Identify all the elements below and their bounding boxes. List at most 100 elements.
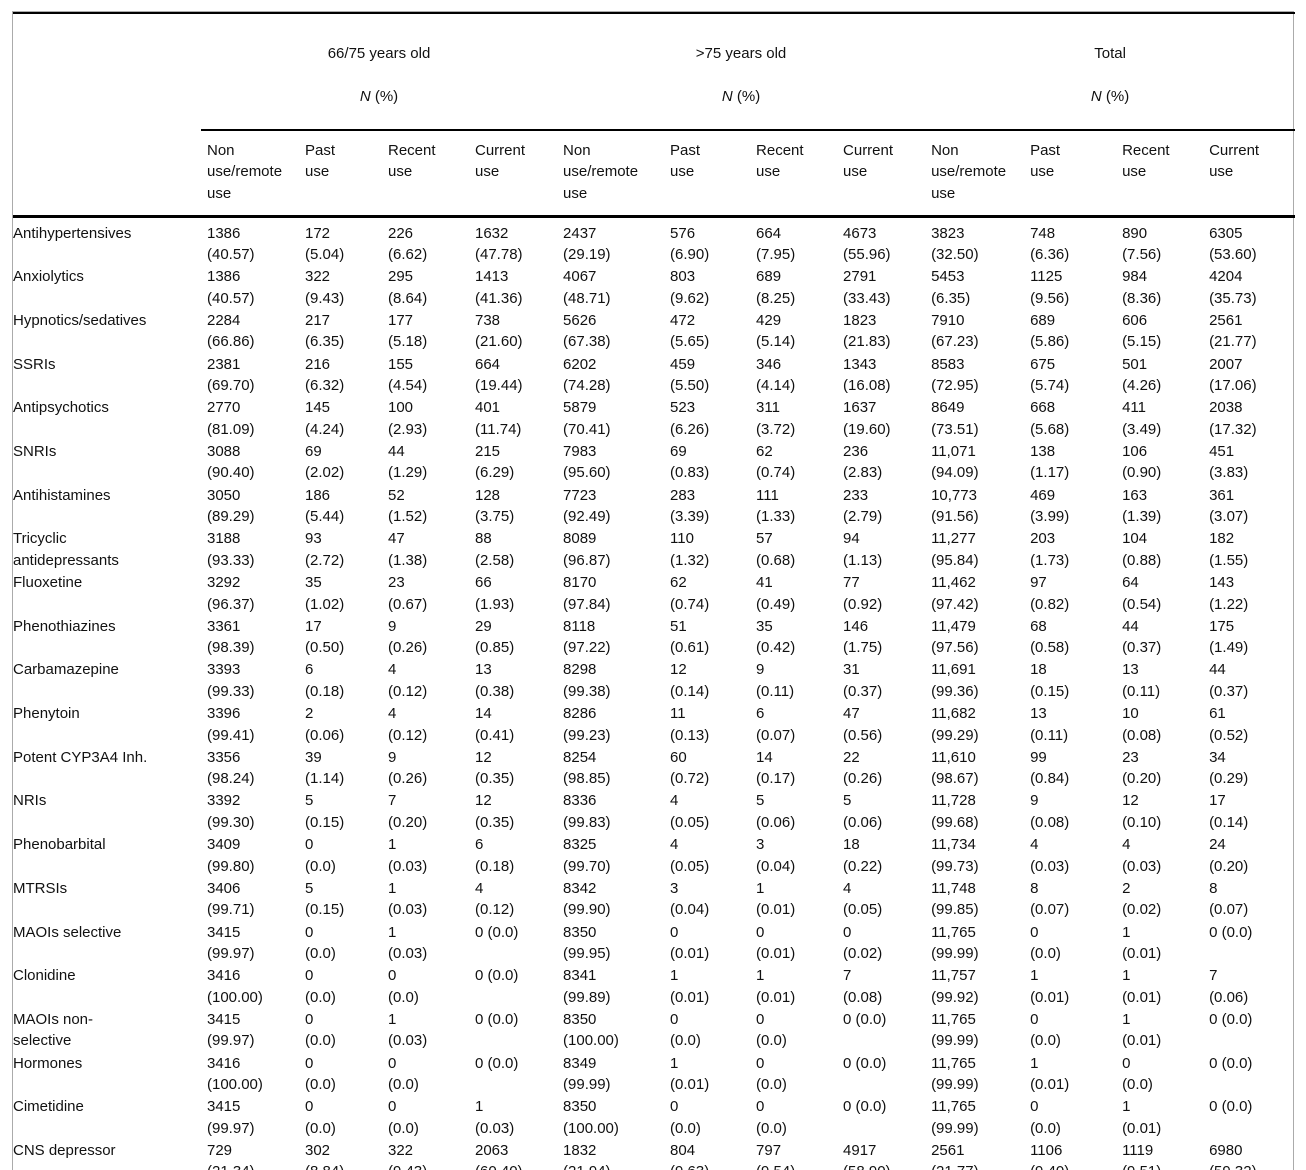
table-cell: 322 (9.43): [305, 268, 345, 307]
table-cell: 47 (1.38): [388, 530, 428, 569]
column-header-row: Non use/remote use Past use Recent use C…: [13, 129, 1296, 218]
table-cell: 99 (0.84): [1030, 748, 1070, 788]
table-cell: 2 (0.06): [305, 705, 345, 744]
table-cell: 0 (0.02): [843, 923, 883, 963]
table-cell: 11,691 (99.36): [931, 661, 979, 700]
column-header-recent: Recent use: [750, 129, 838, 218]
table-cell: 0 (0.0): [1030, 923, 1061, 963]
table-cell: 11,277 (95.84): [931, 530, 979, 569]
table-cell: 11,462 (97.42): [931, 574, 979, 613]
table-cell: 17 (0.14): [1209, 792, 1249, 831]
table-cell: 1637 (19.60): [843, 399, 891, 438]
row-label: Antihistamines: [13, 486, 111, 504]
drug-use-table-frame: 66/75 years old N (%) >75 years old N (%…: [12, 11, 1296, 1170]
column-header-nonuse: Non use/remote use: [925, 129, 1025, 218]
table-row: Antihypertensives 1386 (40.57) 172 (5.04) 2…: [13, 216, 1295, 266]
table-cell: 890 (7.56): [1122, 224, 1162, 264]
table-cell: 57 (0.68): [756, 530, 796, 569]
table-cell: 346 (4.14): [756, 355, 796, 395]
table-cell: 7 (0.08): [843, 967, 883, 1006]
row-label: SNRIs: [13, 442, 57, 460]
table-cell: 4 (0.03): [1030, 836, 1070, 875]
table-cell: 13 (0.11): [1122, 661, 1161, 700]
table-cell: 6 (0.18): [305, 661, 345, 700]
table-cell: 0 (0.0): [670, 1098, 701, 1137]
table-cell: 0 (0.0): [1122, 1054, 1153, 1094]
table-row: Phenobarbital 3409 (99.80) 0 (0.0) 1 (0.03)…: [13, 834, 1295, 878]
table-cell: 0 (0.0): [756, 1010, 787, 1050]
table-cell: 10 (0.08): [1122, 705, 1162, 744]
table-cell: 216 (6.32): [305, 355, 345, 395]
table-row: Tricyclic antidepressants 3188 (93.33) 93 …: [13, 528, 1295, 572]
row-label: Phenobarbital: [13, 836, 106, 854]
table-cell: 7 (0.06): [1209, 967, 1249, 1006]
table-cell: 110 (1.32): [670, 530, 710, 569]
table-cell: 14 (0.17): [756, 748, 796, 788]
table-cell: 11,479 (97.56): [931, 617, 979, 657]
row-label: MAOIs non- selective: [13, 1010, 94, 1050]
table-cell: 8286 (99.23): [563, 705, 611, 744]
table-cell: 664 (7.95): [756, 224, 796, 264]
table-cell: 5 (0.15): [305, 792, 345, 831]
corner-cell: [13, 13, 201, 130]
table-cell: 0 (0.0): [305, 1010, 336, 1050]
table-cell: 1 (0.01): [1122, 1098, 1162, 1137]
table-cell: 11,071 (94.09): [931, 442, 979, 482]
table-cell: 22 (0.26): [843, 748, 883, 788]
table-cell: 66 (1.93): [475, 574, 515, 613]
table-cell: 3292 (96.37): [207, 574, 255, 613]
table-cell: 429 (5.14): [756, 311, 796, 351]
table-row: SNRIs 3088 (90.40) 69 (2.02) 44 (1.29) 215 (…: [13, 441, 1295, 485]
row-label: Antipsychotics: [13, 399, 109, 417]
table-cell: 172 (5.04): [305, 224, 345, 264]
table-cell: 60 (0.72): [670, 748, 710, 788]
table-cell: 3188 (93.33): [207, 530, 255, 569]
table-cell: 3415 (99.97): [207, 923, 255, 963]
table-cell: 8336 (99.83): [563, 792, 611, 831]
table-cell: 2284 (66.86): [207, 311, 255, 351]
table-cell: 13 (0.11): [1030, 705, 1069, 744]
table-row: Phenothiazines 3361 (98.39) 17 (0.50) 9 (0.…: [13, 616, 1295, 660]
table-cell: 35 (0.42): [756, 617, 796, 657]
table-cell: 3 (0.04): [670, 879, 710, 919]
table-cell: 3392 (99.30): [207, 792, 255, 831]
table-cell: 0 (0.01): [756, 923, 796, 963]
row-label: Cimetidine: [13, 1098, 84, 1116]
table-cell: 1632 (47.78): [475, 224, 523, 264]
group-title: Total: [1094, 44, 1126, 62]
table-cell: 146 (1.75): [843, 617, 883, 657]
table-cell: 472 (5.65): [670, 311, 710, 351]
column-header-past: Past use: [664, 129, 751, 218]
table-cell: 1106 (9.40): [1030, 1141, 1069, 1170]
group-header-row: 66/75 years old N (%) >75 years old N (%…: [13, 13, 1296, 131]
table-cell: 9 (0.26): [388, 617, 428, 657]
table-cell: 1 (0.03): [475, 1098, 515, 1137]
table-cell: 0 (0.0): [1209, 923, 1253, 941]
table-cell: 4 (0.05): [843, 879, 883, 919]
row-label: SSRIs: [13, 355, 56, 373]
table-cell: 1 (0.01): [1030, 1054, 1070, 1094]
table-cell: 8325 (99.70): [563, 836, 611, 875]
table-cell: 8350 (100.00): [563, 1010, 619, 1050]
group-subtitle: N (%): [359, 87, 399, 105]
column-group-header-over-75: >75 years old N (%): [557, 13, 926, 131]
table-cell: 668 (5.68): [1030, 399, 1070, 438]
table-cell: 44 (0.37): [1209, 661, 1249, 700]
table-cell: 804 (9.63): [670, 1141, 709, 1170]
row-label-header: [13, 129, 201, 218]
table-cell: 689 (5.86): [1030, 311, 1070, 351]
table-cell: 4 (0.05): [670, 836, 710, 875]
table-cell: 1 (0.01): [1122, 967, 1162, 1006]
table-cell: 8349 (99.99): [563, 1054, 611, 1094]
table-cell: 145 (4.24): [305, 399, 345, 438]
table-row: Cimetidine 3415 (99.97) 0 (0.0) 0 (0.0) 1 (0…: [13, 1096, 1295, 1140]
table-cell: 226 (6.62): [388, 224, 428, 264]
table-cell: 411 (3.49): [1122, 399, 1162, 438]
table-cell: 186 (5.44): [305, 486, 345, 526]
table-cell: 3415 (99.97): [207, 1098, 255, 1137]
table-cell: 1823 (21.83): [843, 311, 891, 351]
table-cell: 64 (0.54): [1122, 574, 1162, 613]
table-cell: 1 (0.03): [388, 836, 428, 875]
table-cell: 111 (1.33): [756, 486, 796, 526]
table-cell: 8649 (73.51): [931, 399, 979, 438]
